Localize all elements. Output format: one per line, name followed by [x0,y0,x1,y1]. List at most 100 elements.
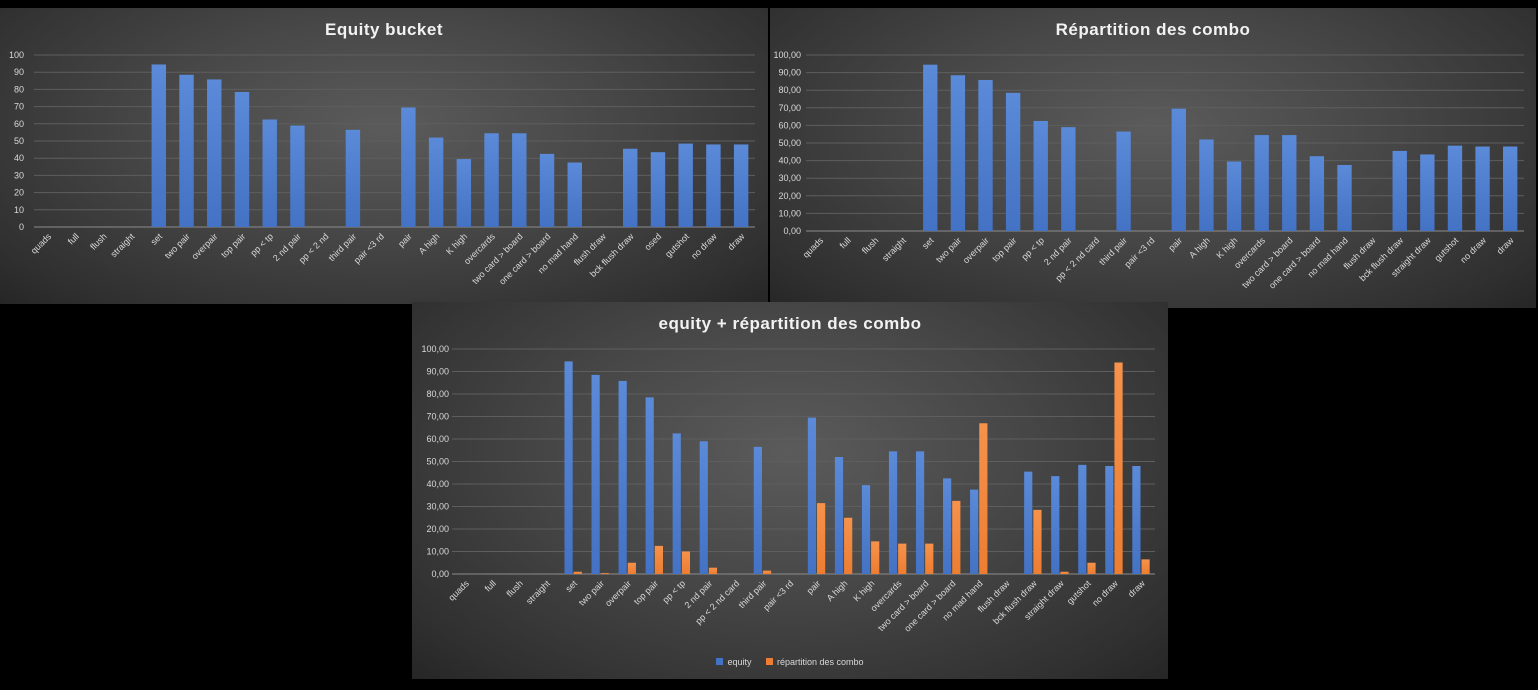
chart-panel-equity-plus-repartition: 0,00 10,00 20,00 30,00 40,00 50,00 60,00 70,00 8… [412,302,1168,679]
bar-value [1309,156,1325,231]
y-tick-label: 30,00 [426,502,449,512]
y-tick-label: 20,00 [426,524,449,534]
x-tick-label: no draw [1090,578,1120,608]
x-tick-label: straight [524,578,552,606]
bar-value [401,107,416,227]
bar-value [1420,154,1435,231]
x-tick-label: full [838,235,853,250]
y-tick-label: 20 [14,188,24,198]
bar-répartition-des-combo [871,541,880,574]
bar-value [567,162,582,227]
bar-value [1199,139,1214,231]
y-tick-label: 80,00 [778,85,801,95]
legend-label: equity [727,656,752,667]
y-tick-label: 0,00 [783,226,801,236]
y-tick-label: 50,00 [778,138,801,148]
y-tick-label: 10,00 [426,547,449,557]
x-tick-label: quads [447,578,472,603]
y-tick-label: 50,00 [426,457,449,467]
bar-value [512,133,527,227]
bar-equity [915,451,925,574]
bar-répartition-des-combo [1087,562,1096,574]
bar-répartition-des-combo [898,543,907,574]
y-tick-label: 40,00 [426,479,449,489]
x-tick-label: A high [417,231,442,256]
y-tick-label: 60,00 [778,120,801,130]
legend-item-equity: equity [716,657,751,667]
y-tick-label: 90 [14,67,24,77]
legend-swatch [716,658,724,665]
legend-item-repartition: répartition des combo [766,657,864,667]
x-tick-label: no draw [689,231,719,261]
x-tick-label: pair <3 rd [1122,235,1156,269]
x-tick-label: full [483,578,498,593]
legend-swatch [766,658,773,665]
chart-legend: equity répartition des combo [412,657,1168,668]
bar-répartition-des-combo [654,545,663,574]
x-tick-label: top pair [219,231,247,259]
bar-répartition-des-combo [1141,559,1150,574]
bar-value [539,153,555,227]
bar-value [290,125,305,227]
y-tick-label: 20,00 [778,191,801,201]
x-tick-label: overpair [961,235,991,265]
x-tick-label: K high [851,578,876,603]
bar-répartition-des-combo [600,573,609,574]
chart-title: equity + répartition des combo [658,314,922,333]
bar-value [650,152,666,227]
y-tick-label: 90,00 [778,68,801,78]
bar-equity [591,374,600,574]
x-tick-label: draw [1495,235,1516,256]
bar-value [456,159,472,227]
x-tick-label: set [564,578,580,594]
bar-equity [1051,476,1060,574]
bar-equity [861,485,871,574]
chart-panel-repartition-des-combo: 0,00 10,00 20,00 30,00 40,00 50,00 60,00 70,00 8… [770,8,1536,308]
x-tick-label: no draw [1458,235,1488,265]
x-tick-label: K high [1214,235,1239,260]
bar-répartition-des-combo [1033,509,1042,574]
x-tick-label: pp < tp [1019,235,1046,262]
bar-equity [834,457,844,574]
y-tick-label: 40,00 [778,156,801,166]
y-tick-label: 70 [14,102,24,112]
x-tick-label: overpair [603,578,633,608]
bar-répartition-des-combo [681,551,691,574]
bar-répartition-des-combo [1114,362,1123,574]
bar-value [706,144,721,227]
x-tick-label: A high [825,578,850,603]
y-tick-label: 100,00 [421,344,449,354]
bar-value [623,148,638,227]
y-tick-label: 0,00 [431,569,449,579]
x-tick-label: two card > board [470,231,525,286]
bar-répartition-des-combo [817,503,826,574]
bar-value [234,91,250,227]
bar-value [1254,135,1269,231]
x-tick-label: pair <3 rd [352,231,386,265]
x-tick-label: pair [396,231,414,249]
bar-répartition-des-combo [979,423,988,574]
bar-répartition-des-combo [925,543,934,574]
bar-value [428,137,444,227]
bar-value [1475,146,1490,231]
bar-value [1337,165,1352,231]
x-tick-label: top pair [990,235,1018,263]
bar-répartition-des-combo [844,517,853,574]
x-tick-label: top pair [632,578,660,606]
y-tick-label: 10 [14,205,24,215]
bar-value [923,64,938,232]
bar-value [1392,150,1407,231]
x-tick-label: pp < 2 nd [297,231,331,265]
chart-title: Répartition des combo [1055,20,1251,39]
bar-value [950,75,966,232]
x-tick-label: set [920,235,936,251]
bar-value [1061,127,1076,231]
y-tick-label: 50 [14,136,24,146]
y-tick-label: 40 [14,153,24,163]
y-tick-label: 80,00 [426,389,449,399]
bar-equity [943,478,952,574]
bar-value [207,79,222,227]
y-tick-label: 30 [14,170,24,180]
bar-value [1005,92,1021,231]
bar-value [678,143,693,227]
